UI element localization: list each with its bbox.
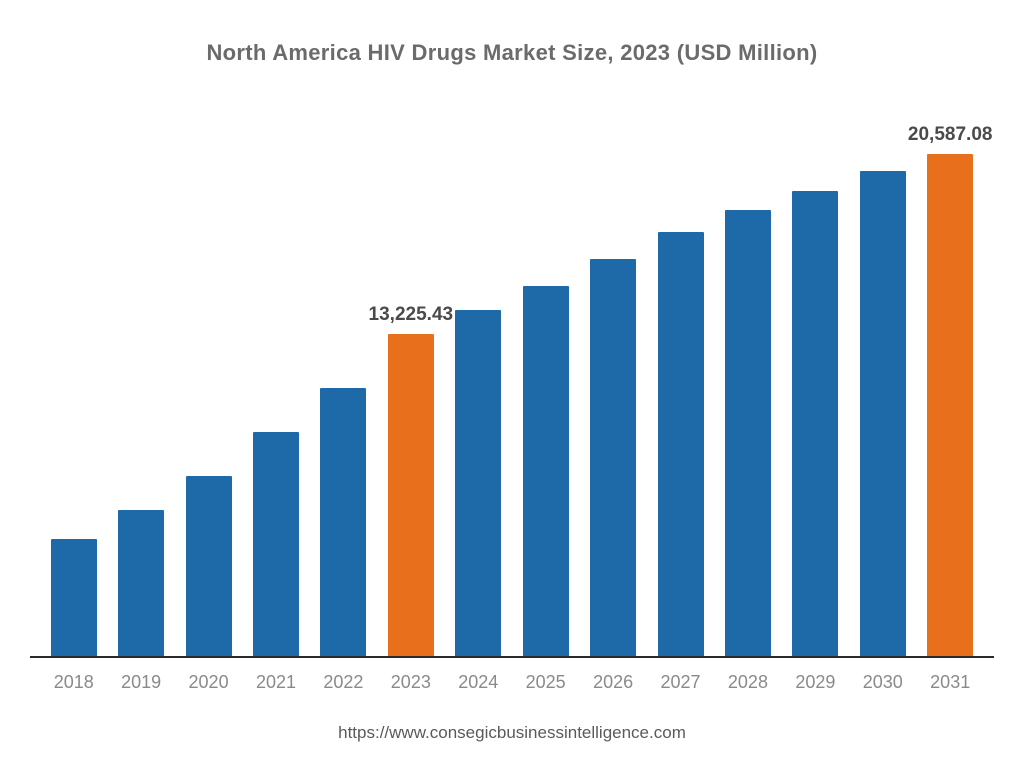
bar [792,191,838,656]
bar-column [849,120,916,656]
x-tick-label: 2031 [916,672,983,693]
bar [186,476,232,656]
x-tick-label: 2019 [107,672,174,693]
x-tick-label: 2024 [445,672,512,693]
bar [388,334,434,656]
bars-group: 13,225.43 20,587.08 [30,120,994,656]
chart-title: North America HIV Drugs Market Size, 202… [0,0,1024,66]
bar-column [512,120,579,656]
bar [523,286,569,656]
plot-area: 13,225.43 20,587.08 [30,120,994,658]
bar [860,171,906,656]
bar [455,310,501,656]
x-axis-labels: 2018201920202021202220232024202520262027… [30,672,994,693]
x-axis-line [30,656,994,658]
x-tick-label: 2020 [175,672,242,693]
source-url: https://www.consegicbusinessintelligence… [0,723,1024,743]
bar-column: 13,225.43 [377,120,444,656]
x-tick-label: 2029 [782,672,849,693]
bar-column [310,120,377,656]
x-tick-label: 2028 [714,672,781,693]
bar-column: 20,587.08 [916,120,983,656]
chart-container: North America HIV Drugs Market Size, 202… [0,0,1024,768]
bar-column [714,120,781,656]
bar-column [107,120,174,656]
bar-column [242,120,309,656]
x-tick-label: 2027 [647,672,714,693]
bar-value-label: 20,587.08 [908,124,993,146]
bar [590,259,636,656]
x-tick-label: 2023 [377,672,444,693]
bar-column [175,120,242,656]
bar [658,232,704,656]
bar [118,510,164,656]
bar-column [647,120,714,656]
bar [320,388,366,656]
x-tick-label: 2026 [579,672,646,693]
x-tick-label: 2025 [512,672,579,693]
bar [51,539,97,656]
bar-column [782,120,849,656]
x-tick-label: 2021 [242,672,309,693]
x-tick-label: 2018 [40,672,107,693]
bar-column [445,120,512,656]
x-tick-label: 2030 [849,672,916,693]
x-tick-label: 2022 [310,672,377,693]
bar [927,154,973,656]
bar-column [579,120,646,656]
bar-value-label: 13,225.43 [369,304,454,326]
bar-column [40,120,107,656]
bar [725,210,771,656]
bar [253,432,299,656]
